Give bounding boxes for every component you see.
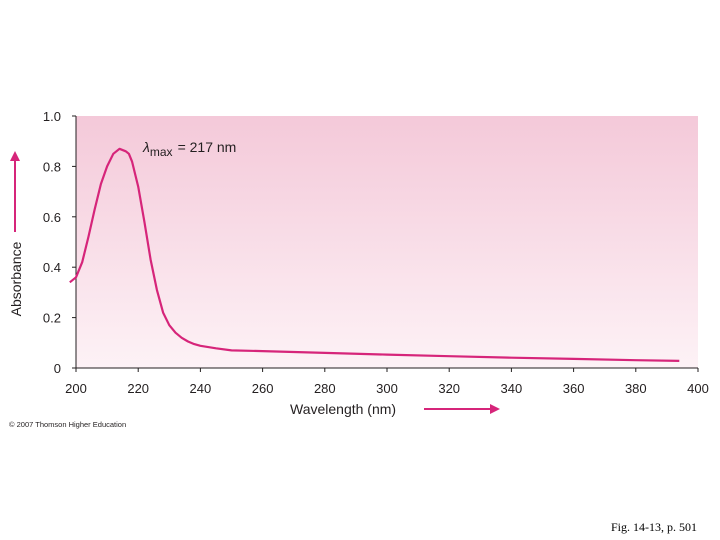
x-tick-label: 400 xyxy=(687,381,709,396)
x-tick-label: 260 xyxy=(252,381,274,396)
lambda-max-annotation: λmax = 217 nm xyxy=(142,139,236,159)
figure-caption: Fig. 14-13, p. 501 xyxy=(611,520,698,534)
lambda-value: = 217 nm xyxy=(178,139,237,155)
x-tick-label: 300 xyxy=(376,381,398,396)
x-tick-label: 380 xyxy=(625,381,647,396)
x-arrow-head xyxy=(490,404,500,414)
plot-area xyxy=(76,116,698,368)
y-axis-title: Absorbance xyxy=(8,241,24,316)
axis-arrows xyxy=(10,151,500,414)
absorbance-curve xyxy=(69,147,680,362)
y-tick-label: 0.4 xyxy=(43,260,61,275)
y-tick-label: 0.8 xyxy=(43,159,61,174)
x-tick-label: 320 xyxy=(438,381,460,396)
copyright-text: © 2007 Thomson Higher Education xyxy=(9,420,127,429)
lambda-subscript: max xyxy=(150,145,173,159)
y-arrow-head xyxy=(10,151,20,161)
x-tick-label: 240 xyxy=(190,381,212,396)
x-tick-label: 200 xyxy=(65,381,87,396)
tick-labels: 200 220 240 260 280 300 320 340 360 380 400 0 0.2 0.4… xyxy=(43,109,709,396)
y-tick-label: 1.0 xyxy=(43,109,61,124)
lambda-symbol: λ xyxy=(142,139,150,155)
x-axis-title: Wavelength (nm) xyxy=(290,401,396,417)
y-tick-label: 0.6 xyxy=(43,210,61,225)
x-tick-label: 360 xyxy=(563,381,585,396)
y-tick-label: 0 xyxy=(54,361,61,376)
y-tick-label: 0.2 xyxy=(43,311,61,326)
x-tick-label: 280 xyxy=(314,381,336,396)
x-tick-label: 220 xyxy=(127,381,149,396)
x-tick-label: 340 xyxy=(501,381,523,396)
